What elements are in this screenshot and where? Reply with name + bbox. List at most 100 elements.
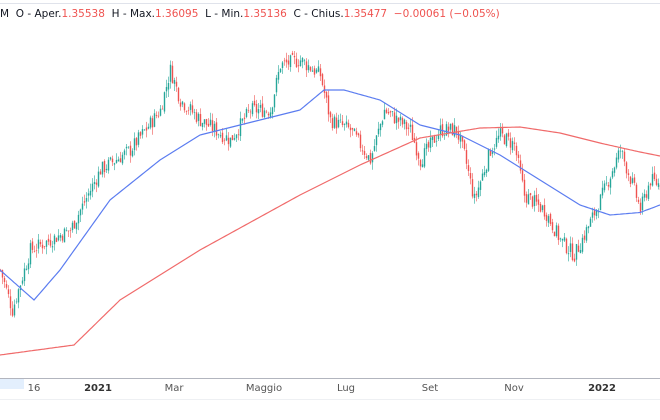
candle bbox=[29, 239, 32, 269]
candle bbox=[633, 173, 636, 186]
candle bbox=[485, 168, 488, 177]
candle bbox=[177, 86, 180, 104]
candle bbox=[475, 190, 478, 202]
candle bbox=[473, 186, 476, 204]
high-label: H - Max. bbox=[111, 8, 155, 20]
x-tick-label: 2022 bbox=[588, 383, 616, 394]
candle bbox=[165, 79, 168, 98]
candle bbox=[567, 246, 570, 262]
candle bbox=[297, 59, 300, 73]
time-axis[interactable]: 16 2021 Mar Maggio Lug Set Nov 2022 bbox=[0, 378, 660, 400]
candle bbox=[563, 232, 566, 243]
candle bbox=[109, 156, 112, 161]
candle bbox=[279, 68, 282, 74]
candle bbox=[645, 190, 648, 201]
candle bbox=[135, 136, 138, 151]
candle bbox=[229, 137, 232, 148]
x-tick-label: Maggio bbox=[245, 383, 283, 394]
candle bbox=[173, 77, 176, 91]
candle bbox=[589, 216, 592, 227]
candle bbox=[655, 174, 658, 187]
x-tick-label: 2021 bbox=[84, 383, 112, 394]
candle bbox=[353, 127, 356, 132]
candle bbox=[427, 140, 430, 152]
candle bbox=[49, 233, 52, 248]
candle bbox=[395, 108, 398, 130]
candle bbox=[587, 225, 590, 234]
candle bbox=[287, 55, 290, 70]
candle bbox=[127, 146, 130, 149]
candle bbox=[119, 151, 122, 163]
candle bbox=[263, 107, 266, 119]
low-label: L - Min. bbox=[205, 8, 244, 20]
candle bbox=[213, 120, 216, 138]
candle bbox=[99, 169, 102, 175]
change-value: −0.00061 (−0.05%) bbox=[393, 8, 500, 20]
candle bbox=[183, 102, 186, 113]
candle bbox=[107, 157, 110, 174]
candle bbox=[167, 76, 170, 97]
axis-highlight bbox=[0, 379, 24, 389]
candle bbox=[583, 230, 586, 244]
candle bbox=[233, 133, 236, 141]
candle bbox=[209, 112, 212, 127]
candle bbox=[255, 99, 258, 119]
candle bbox=[169, 60, 172, 89]
x-tick-label: 16 bbox=[27, 383, 41, 394]
candle bbox=[31, 238, 34, 254]
candle bbox=[123, 148, 126, 160]
high-value: 1.36095 bbox=[155, 8, 199, 20]
candle bbox=[307, 59, 310, 73]
candle bbox=[189, 101, 192, 116]
candle bbox=[221, 128, 224, 144]
moving-average-short-line bbox=[0, 89, 660, 301]
candle bbox=[495, 130, 498, 149]
candle bbox=[301, 57, 304, 69]
candle bbox=[651, 166, 654, 187]
candle bbox=[193, 108, 196, 120]
candle bbox=[211, 113, 214, 137]
x-tick-label: Mar bbox=[164, 383, 184, 394]
candle bbox=[175, 76, 178, 92]
candle bbox=[179, 98, 182, 111]
candle bbox=[399, 113, 402, 127]
candle bbox=[505, 132, 508, 148]
candle bbox=[139, 131, 142, 139]
candle bbox=[543, 198, 546, 220]
ohlc-legend: M O - Aper.1.35538 H - Max.1.36095 L - M… bbox=[0, 8, 500, 20]
candle bbox=[225, 129, 228, 142]
candle bbox=[575, 243, 578, 266]
candle bbox=[253, 95, 256, 107]
candle bbox=[269, 107, 272, 119]
candle bbox=[529, 192, 532, 200]
candle bbox=[37, 233, 40, 254]
candle bbox=[579, 243, 582, 254]
candle bbox=[519, 154, 522, 174]
candle bbox=[597, 208, 600, 219]
candle bbox=[411, 117, 414, 141]
candle bbox=[571, 237, 574, 262]
candle bbox=[363, 146, 366, 159]
candle bbox=[417, 151, 420, 166]
candle bbox=[75, 222, 78, 234]
candle bbox=[573, 253, 576, 263]
candle bbox=[159, 105, 162, 117]
candle bbox=[407, 123, 410, 136]
candle bbox=[285, 52, 288, 68]
x-tick-label: Lug bbox=[336, 383, 356, 394]
candle bbox=[391, 110, 394, 117]
candle bbox=[171, 61, 174, 84]
candle bbox=[295, 52, 298, 69]
candle bbox=[321, 72, 324, 87]
candle bbox=[305, 58, 308, 77]
candle bbox=[403, 118, 406, 130]
candle bbox=[315, 68, 318, 74]
candle bbox=[547, 214, 550, 228]
candle bbox=[415, 136, 418, 161]
price-chart[interactable] bbox=[0, 0, 660, 378]
candle bbox=[293, 50, 296, 65]
candle bbox=[61, 234, 64, 243]
candle bbox=[87, 188, 90, 202]
candle bbox=[491, 147, 494, 158]
candle bbox=[197, 112, 200, 127]
